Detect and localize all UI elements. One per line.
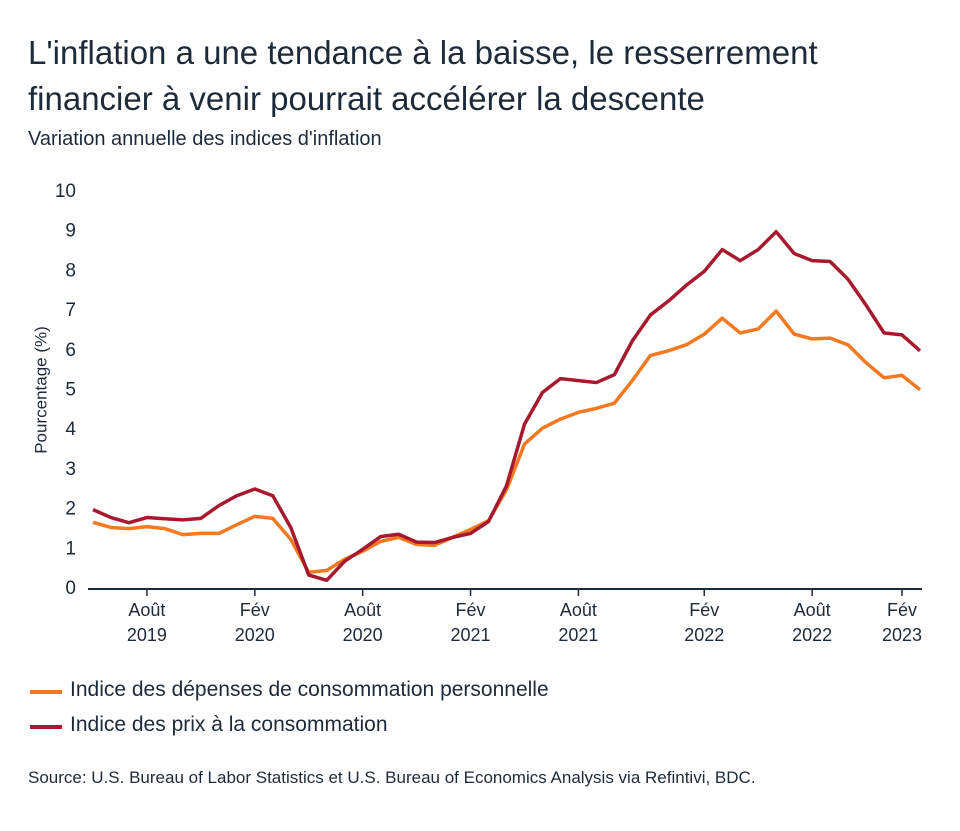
y-tick-label: 8 bbox=[65, 260, 76, 281]
chart-title: L'inflation a une tendance à la baisse, … bbox=[28, 34, 818, 117]
x-tick-label: Août 2021 bbox=[558, 600, 599, 645]
x-tick-label: Fév 2022 bbox=[684, 600, 725, 645]
y-tick-label: 9 bbox=[65, 221, 76, 242]
x-tick-label: Août 2020 bbox=[342, 600, 383, 645]
legend-label: Indice des dépenses de consommation pers… bbox=[70, 678, 549, 701]
subtitle: Variation annuelle des indices d'inflati… bbox=[28, 128, 382, 150]
legend-swatch bbox=[30, 690, 62, 694]
x-tick-label: Fév 2023 bbox=[881, 600, 923, 645]
y-tick-label: 6 bbox=[65, 340, 76, 361]
y-axis-label: Pourcentage (%) bbox=[31, 326, 50, 454]
legend-swatch bbox=[30, 725, 62, 729]
x-tick-label: Fév 2021 bbox=[450, 600, 491, 645]
legend-label: Indice des prix à la consommation bbox=[70, 713, 388, 736]
y-tick-label: 10 bbox=[55, 181, 76, 202]
line-series bbox=[92, 309, 922, 575]
x-tick-label: Août 2019 bbox=[126, 600, 167, 645]
y-tick-label: 4 bbox=[65, 419, 76, 440]
y-tick-label: 1 bbox=[65, 538, 76, 559]
x-tick-label: Août 2022 bbox=[792, 600, 833, 645]
y-tick-label: 3 bbox=[65, 459, 76, 480]
line-series bbox=[92, 229, 922, 583]
y-tick-label: 7 bbox=[65, 300, 76, 321]
y-tick-label: 5 bbox=[65, 380, 76, 401]
y-tick-label: 2 bbox=[65, 499, 76, 520]
x-tick-label: Fév 2020 bbox=[234, 600, 275, 645]
y-tick-label: 0 bbox=[65, 578, 76, 599]
source: Source: U.S. Bureau of Labor Statistics … bbox=[28, 768, 756, 787]
